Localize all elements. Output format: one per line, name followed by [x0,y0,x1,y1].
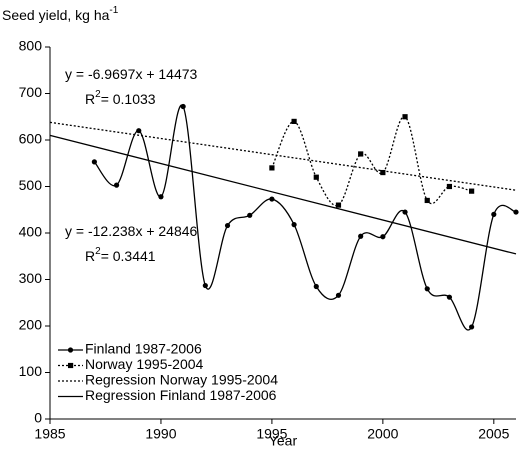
point [313,174,319,180]
point [269,196,275,202]
y-tick-label: 400 [19,224,43,240]
annotation: y = -12.238x + 24846 [65,223,198,239]
x-tick-label: 1995 [256,426,287,442]
point [380,169,386,176]
point [291,222,297,228]
point [358,233,364,239]
annotation-superscript: 2 [95,246,101,257]
series-line [49,121,517,191]
point [335,202,342,208]
x-tick-label: 2005 [478,426,509,442]
y-tick-label: 300 [19,270,43,286]
point [358,151,364,157]
point [113,182,120,188]
point [513,209,519,215]
legend-marker [67,347,74,353]
x-tick-label: 1990 [145,426,176,442]
annotation-suffix: = 0.3441 [101,248,156,264]
legend-marker [68,362,74,369]
point [247,212,253,218]
point [424,286,430,292]
legend-label: Norway 1995-2004 [85,356,204,372]
annotation: y = -6.9697x + 14473 [65,66,198,82]
annotation: R2= 0.1033 [85,89,156,107]
point [424,197,430,204]
point [446,183,453,190]
x-tick-label: 2000 [367,426,398,442]
y-tick-label: 600 [19,131,43,147]
annotation-suffix: = 0.1033 [101,91,156,107]
series-line [49,134,517,255]
point [291,118,297,124]
point [224,222,231,229]
annotation-text: R [85,91,95,107]
annotation-text: R [85,248,95,264]
annotation: R2= 0.3441 [85,246,156,264]
x-axis-label: Year [269,433,298,449]
point [402,209,408,215]
y-tick-label: 0 [34,410,42,426]
y-tick-label: 100 [19,363,43,379]
point [158,194,164,200]
point [402,114,408,120]
legend-label: Regression Norway 1995-2004 [85,372,278,388]
point [136,128,142,134]
legend-label: Regression Finland 1987-2006 [85,387,277,403]
point [180,103,186,110]
point [491,211,497,217]
series-line [93,104,517,331]
point [469,188,475,194]
y-tick-label: 800 [19,38,43,54]
point [91,159,97,165]
point [469,324,475,330]
point [269,165,275,171]
point [446,294,453,300]
y-tick-label: 700 [19,84,43,100]
point [380,234,386,240]
y-tick-label: 500 [19,177,43,193]
point [202,282,208,289]
y-tick-label: 200 [19,317,43,333]
legend-label: Finland 1987-2006 [85,341,202,357]
point [313,283,319,290]
x-tick-label: 1985 [34,426,65,442]
annotation-text: y = -12.238x + 24846 [65,223,198,239]
annotation-superscript: 2 [95,89,101,100]
y-axis-label: Seed yield, kg ha-1 [2,5,119,23]
series-line [271,116,472,207]
point [335,292,342,298]
annotation-text: y = -6.9697x + 14473 [65,66,198,82]
